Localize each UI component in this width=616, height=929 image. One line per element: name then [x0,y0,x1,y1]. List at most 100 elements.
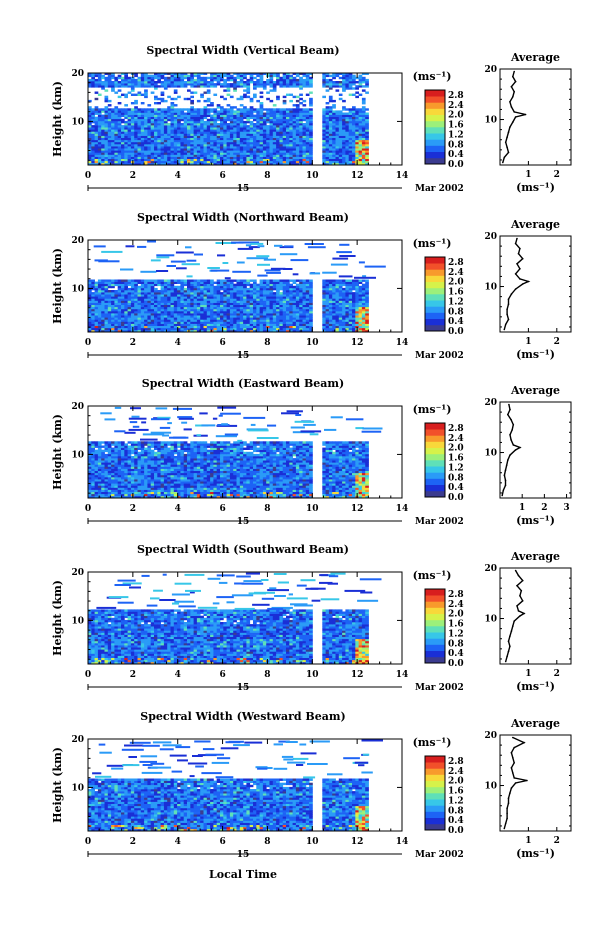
heatmap-cell [196,158,201,162]
heatmap-cell [163,321,168,324]
heatmap-cell [295,283,300,287]
heatmap-cell [328,110,333,113]
heatmap-cell [170,162,175,166]
heatmap-cell [352,319,356,322]
heatmap-cell [239,158,244,162]
heatmap-cell [352,311,356,314]
heatmap-cell [355,283,359,287]
heatmap-cell [163,298,168,301]
heatmap-cell [236,329,241,333]
heatmap-cell [134,298,138,301]
heatmap-cell [309,300,313,303]
heatmap-cell [286,323,290,326]
heatmap-cell [259,304,264,308]
heatmap-cell [342,160,346,164]
heatmap-cell [322,139,326,143]
heatmap-cell [88,127,92,130]
heatmap-cell [322,114,326,117]
heatmap-cell [322,311,326,314]
heatmap-cell [243,146,247,149]
heatmap-cell [292,112,297,115]
heatmap-cell [121,148,125,151]
heatmap-cell [114,141,119,145]
heatmap-cell [328,78,333,82]
heatmap-cell [91,125,95,128]
heatmap-cell [190,106,194,109]
heatmap-cell [117,95,122,99]
heatmap-cell [170,327,175,331]
heatmap-cell [276,281,280,284]
heatmap-cell [114,321,119,324]
heatmap-cell [203,304,208,308]
heatmap-cell [130,141,135,145]
heatmap-cell [160,137,165,141]
heatmap-cell [130,323,135,326]
heatmap-cell [111,162,115,166]
heatmap-cell [183,283,188,287]
heatmap-cell [355,85,359,88]
heatmap-cell [157,129,161,132]
heatmap-cell [305,114,310,117]
heatmap-cell [220,315,224,318]
heatmap-cell [130,279,135,282]
heatmap-cell [259,133,264,136]
heatmap-cell [322,329,326,333]
heatmap-cell [262,315,267,318]
heatmap-cell [328,296,333,299]
heatmap-cell [173,110,178,113]
heatmap-cell [140,327,145,331]
heatmap-cell [282,313,287,316]
heatmap-cell [305,283,310,287]
heatmap-cell [223,302,227,305]
heatmap-cell [352,325,356,329]
heatmap-cell [335,114,340,117]
colorbar-swatch [425,102,445,109]
average-profile-point [514,80,517,83]
heatmap-cell [352,127,356,130]
heatmap-cell [236,120,241,124]
heatmap-cell [325,306,330,310]
heatmap-cell [121,287,125,291]
heatmap-cell [150,83,155,86]
heatmap-cell [193,285,198,289]
heatmap-cell [256,83,260,86]
heatmap-cell [256,285,260,289]
heatmap-cell [157,131,161,134]
heatmap-cell [94,290,99,293]
heatmap-cell [226,85,231,88]
heatmap-cell [203,160,208,164]
heatmap-cell [150,118,155,122]
heatmap-cell [322,123,326,126]
heatmap-cell [147,304,152,308]
heatmap-cell [292,137,297,141]
heatmap-cell [239,319,244,322]
heatmap-cell [239,162,244,166]
heatmap-cell [338,319,343,322]
heatmap-cell [160,308,165,312]
heatmap-cell [130,308,135,312]
heatmap-cell [213,323,218,326]
heatmap-cell [272,304,277,308]
heatmap-cell [144,281,148,284]
heatmap-cell [114,325,119,329]
heatmap-cell [295,85,300,88]
heatmap-cell [216,133,221,136]
heatmap-cell [220,123,224,126]
heatmap-cell [154,74,158,78]
heatmap-cell [97,283,102,287]
heatmap-cell [292,311,297,314]
heatmap-cell [223,118,227,122]
heatmap-cell [286,300,290,303]
heatmap-cell [220,321,224,324]
heatmap-cell [121,135,125,138]
heatmap-cell [94,116,99,120]
heatmap-cell [292,287,297,291]
heatmap-cell [210,127,214,130]
heatmap-cell [305,311,310,314]
heatmap-cell [97,93,102,96]
heatmap-cell [183,158,188,162]
heatmap-cell [203,146,208,149]
heatmap-cell [233,112,237,115]
heatmap-cell [88,83,92,86]
heatmap-cell [233,123,237,126]
